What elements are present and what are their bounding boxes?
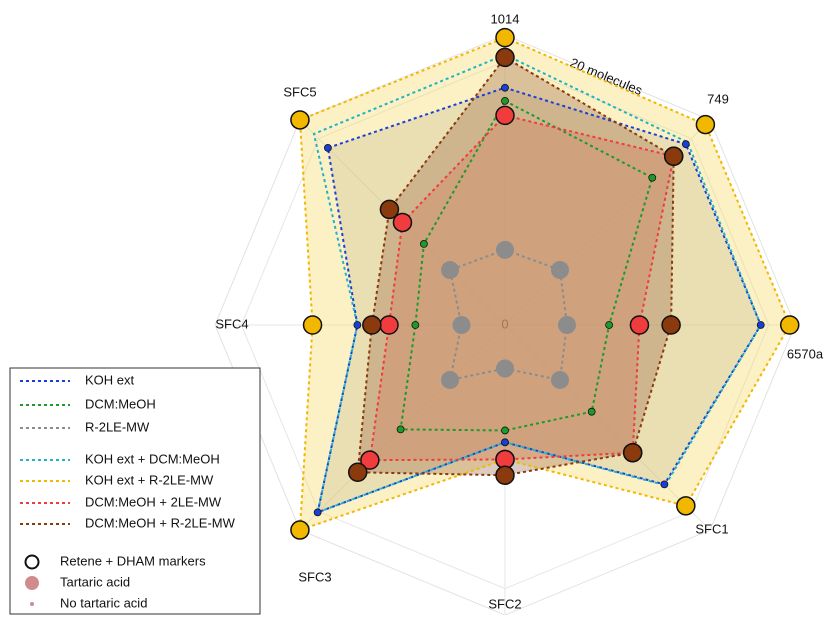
legend-marker [25,576,39,590]
data-point [360,450,380,470]
data-point [663,146,684,167]
data-point [676,496,696,516]
data-point [411,321,420,329]
data-point [629,315,650,335]
data-point [661,315,681,335]
data-point [420,240,428,248]
data-point [324,144,332,152]
legend-label: DCM:MeOH + R-2LE-MW [85,515,236,530]
data-point [605,321,614,329]
legend-label: KOH ext [85,372,135,387]
legend-label: KOH ext + DCM:MeOH [85,451,220,466]
data-point [550,370,569,389]
data-point [495,465,515,486]
legend-label: DCM:MeOH + 2LE-MW [85,494,222,509]
data-point [501,438,509,447]
data-point [501,426,509,435]
data-point [695,114,716,135]
data-point [495,47,515,68]
data-point [290,520,310,540]
axis-label: 1014 [491,11,520,26]
legend-box [9,367,261,615]
data-point [756,321,765,329]
data-point [501,97,509,105]
data-point [441,261,460,280]
data-point [496,359,514,378]
axis-label: SFC3 [298,569,331,584]
axis-label: SFC1 [695,521,728,536]
legend-label: R-2LE-MW [85,419,150,434]
data-point [496,240,514,259]
data-point [660,480,669,489]
data-point [302,315,323,335]
data-point [550,261,569,280]
legend-label: No tartaric acid [60,595,147,610]
data-point [379,315,399,335]
data-point [392,212,413,233]
axis-label: SFC4 [215,316,248,331]
data-point [587,407,596,416]
legend-marker [24,554,40,570]
grid-spoke [504,324,711,531]
legend-label: DCM:MeOH [85,396,156,411]
data-point [557,316,576,334]
data-point [313,508,322,517]
series-line [298,36,791,532]
data-point [452,316,471,334]
r-tick-label: 0 [501,316,508,331]
series-line [399,99,654,432]
series-line [316,86,762,514]
data-point [441,370,460,389]
series-area [357,57,674,476]
series-area [317,87,761,513]
axis-label: SFC2 [488,596,521,611]
data-point [622,442,643,463]
data-point [779,315,800,335]
data-point [396,425,405,434]
data-point [362,315,382,335]
data-point [501,83,509,92]
legend-marker [30,602,34,606]
axis-label: 6570a [787,346,824,361]
data-point [290,110,310,130]
data-point [347,462,368,483]
data-point [681,140,690,149]
legend-label: Tartaric acid [60,574,130,589]
data-point [353,321,362,329]
axis-label: SFC5 [283,84,316,99]
data-point [495,105,515,126]
legend-label: Retene + DHAM markers [60,553,206,568]
data-point [648,173,657,182]
legend-label: KOH ext + R-2LE-MW [85,472,214,487]
axis-label: 749 [707,91,729,106]
data-point [379,199,400,220]
data-point [495,27,515,48]
